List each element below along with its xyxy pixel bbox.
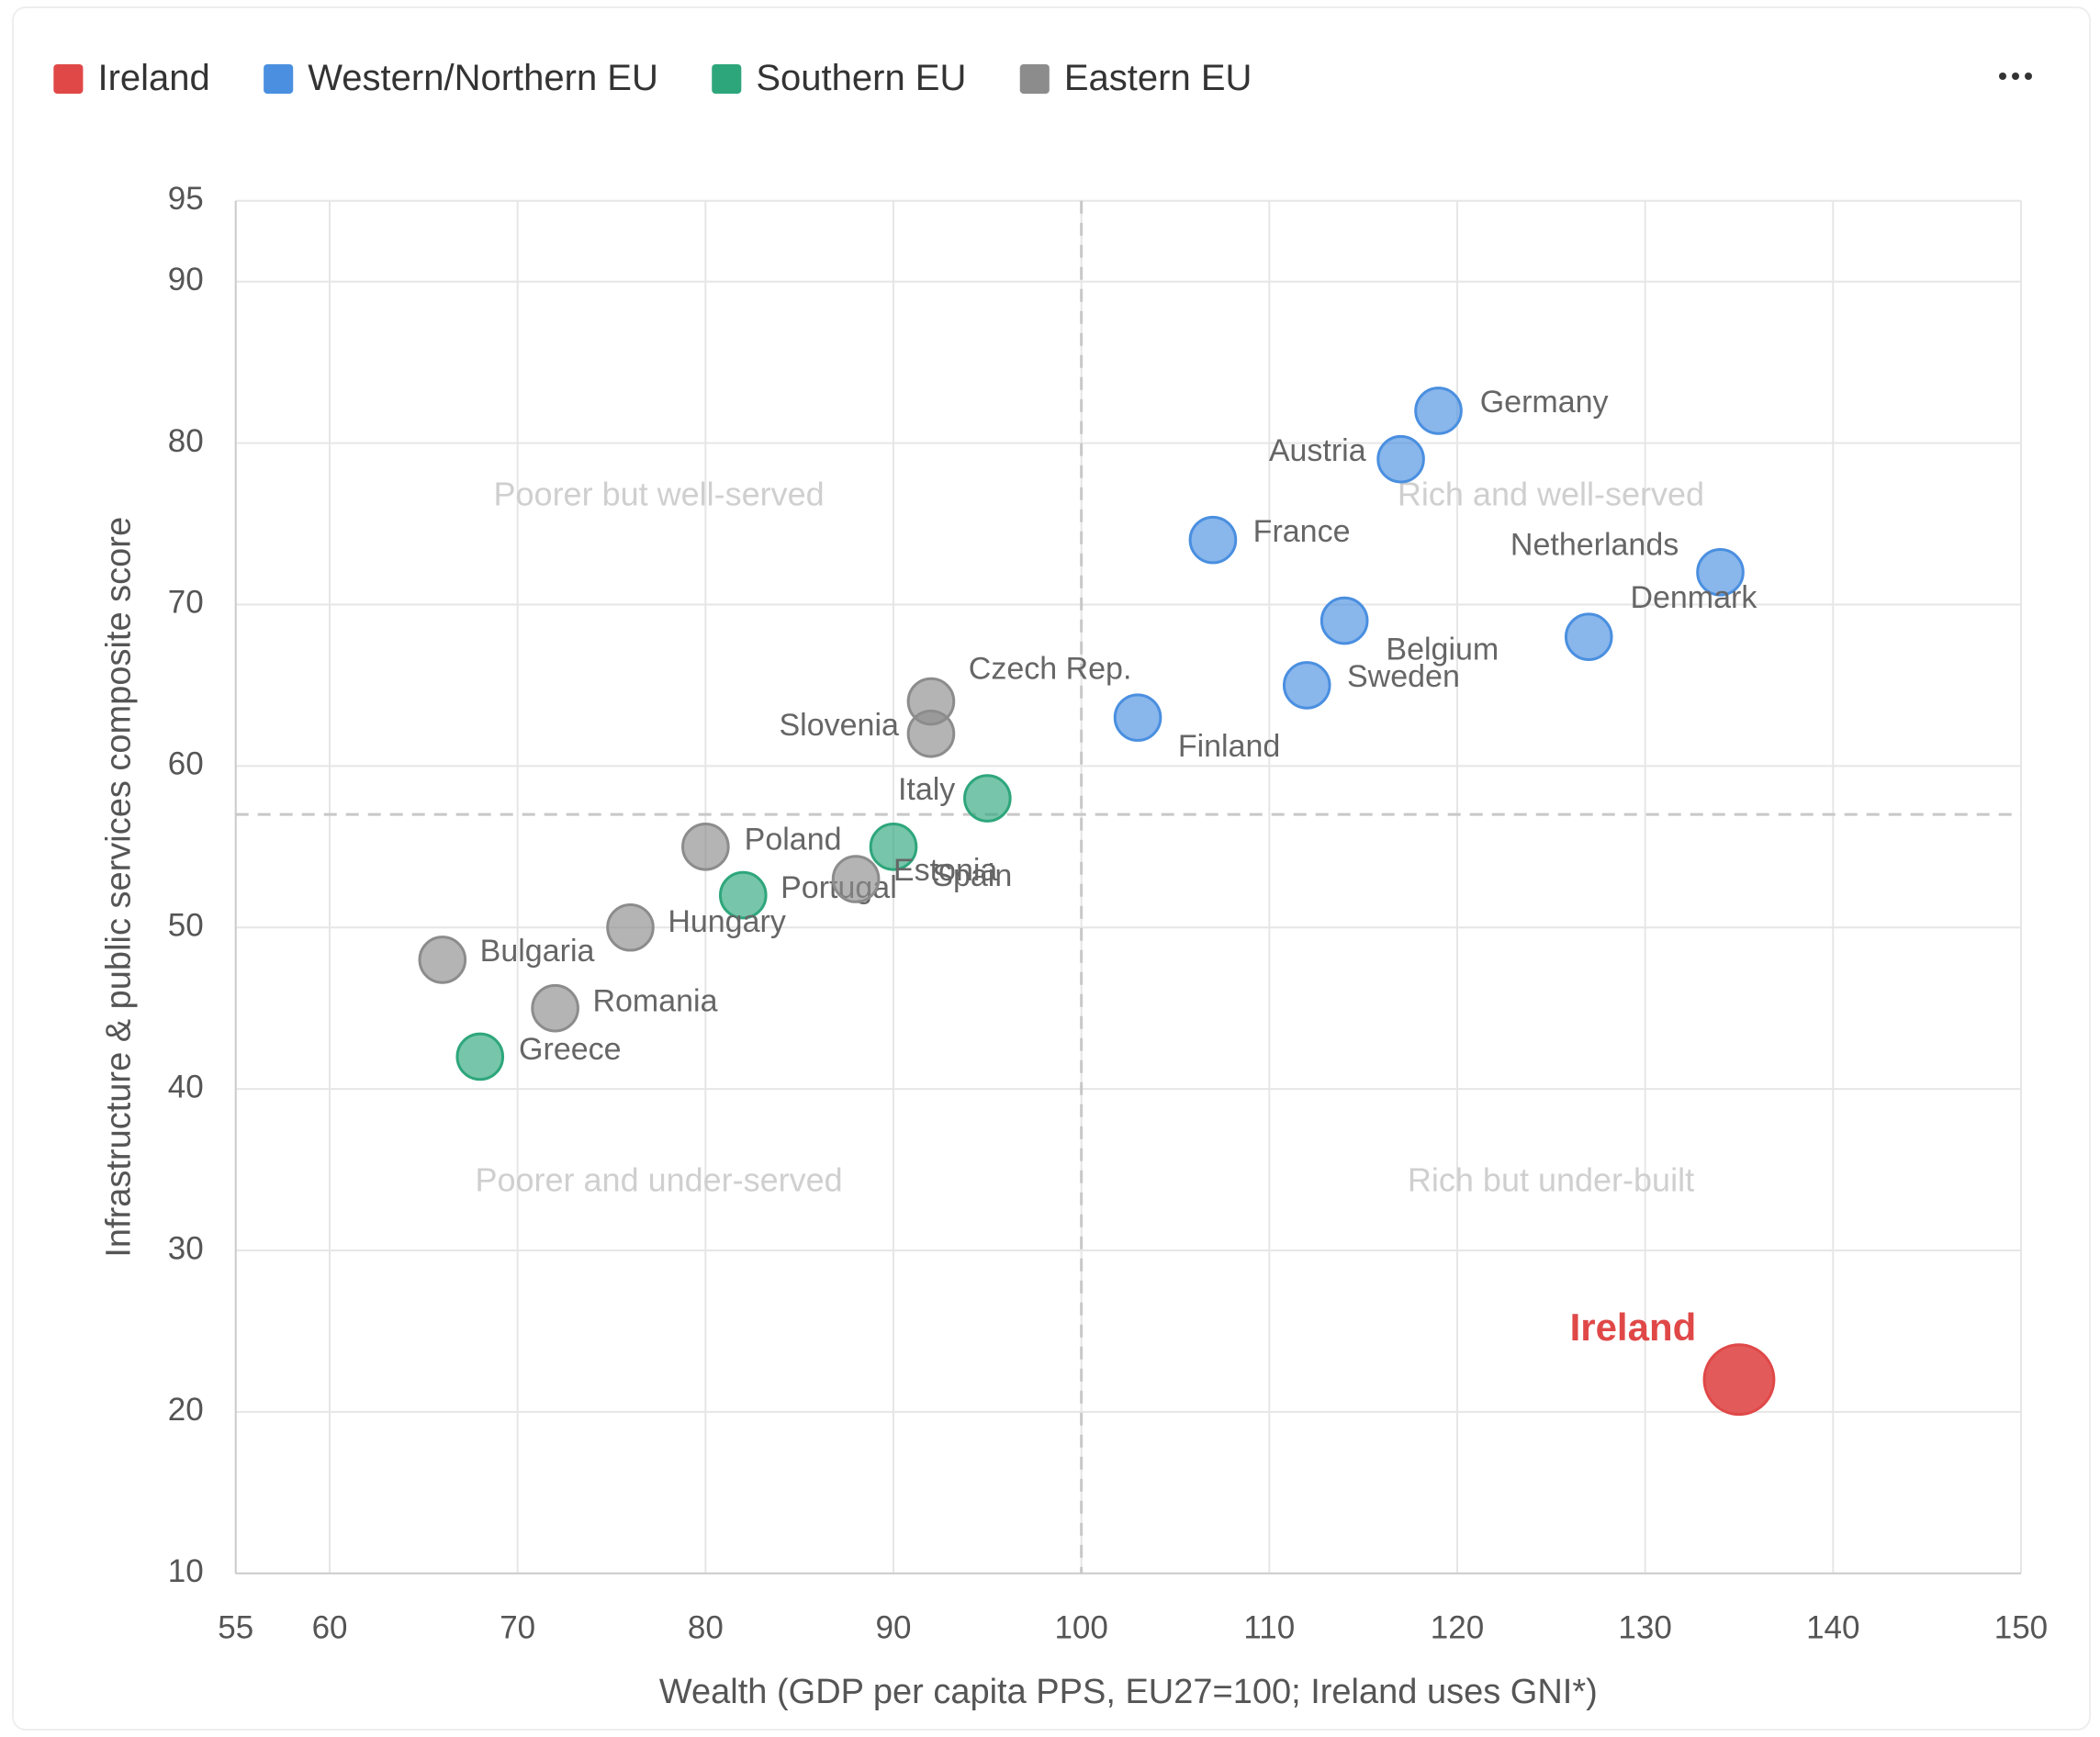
point-label: Ireland	[1570, 1306, 1697, 1349]
data-point	[606, 902, 655, 952]
legend-label: Eastern EU	[1064, 58, 1252, 98]
x-tick-label: 55	[218, 1609, 253, 1645]
menu-dot[interactable]	[2025, 73, 2032, 80]
point-label: Estonia	[893, 853, 997, 888]
point-label: Finland	[1178, 729, 1281, 764]
legend-label: Ireland	[97, 58, 209, 98]
card	[12, 6, 2091, 1731]
y-tick-label: 95	[168, 181, 204, 217]
y-tick-label: 50	[168, 908, 204, 944]
quadrant-label: Rich and well-served	[1398, 476, 1704, 513]
x-tick-label: 140	[1806, 1609, 1859, 1645]
x-tick-label: 60	[312, 1609, 348, 1645]
x-axis-title: Wealth (GDP per capita PPS, EU27=100; Ir…	[659, 1673, 1598, 1711]
data-point	[1188, 515, 1238, 565]
y-tick-label: 70	[168, 585, 204, 621]
data-point	[1414, 387, 1463, 435]
legend-swatch	[712, 64, 742, 95]
point-label: Slovenia	[780, 708, 900, 743]
data-point	[681, 823, 730, 871]
data-point	[1320, 596, 1369, 645]
x-tick-label: 70	[500, 1609, 535, 1645]
data-point	[1564, 612, 1613, 661]
data-point	[418, 936, 467, 984]
data-point	[831, 855, 881, 903]
x-tick-label: 90	[876, 1609, 912, 1645]
x-tick-label: 110	[1243, 1609, 1295, 1645]
point-label: Denmark	[1630, 580, 1757, 615]
y-tick-label: 60	[168, 746, 204, 782]
point-label: Italy	[898, 772, 955, 807]
quadrant-label: Poorer and under-served	[475, 1160, 842, 1198]
legend-swatch	[53, 64, 84, 95]
x-tick-label: 120	[1431, 1609, 1484, 1645]
point-label: Germany	[1480, 385, 1609, 420]
x-tick-label: 100	[1054, 1609, 1107, 1645]
legend-swatch	[264, 64, 294, 95]
legend-swatch	[1019, 64, 1050, 95]
point-label: Bulgaria	[480, 934, 595, 969]
y-tick-label: 20	[168, 1392, 204, 1428]
y-tick-label: 40	[168, 1069, 204, 1104]
x-tick-label: 130	[1618, 1609, 1671, 1645]
data-point	[869, 823, 918, 871]
data-point	[1696, 548, 1745, 597]
data-point	[1702, 1343, 1776, 1417]
point-label: Greece	[519, 1032, 622, 1067]
point-label: Austria	[1269, 433, 1366, 468]
point-label: Sweden	[1347, 659, 1460, 694]
data-point	[1376, 434, 1425, 484]
quadrant-label: Poorer but well-served	[494, 476, 825, 513]
y-tick-label: 10	[168, 1553, 204, 1589]
point-label: Romania	[592, 983, 717, 1018]
data-point	[455, 1032, 505, 1081]
y-axis-title: Infrastructure & public services composi…	[99, 517, 138, 1258]
menu-dot[interactable]	[2012, 73, 2019, 80]
data-point	[531, 983, 579, 1033]
point-label: Netherlands	[1510, 528, 1679, 563]
menu-button[interactable]	[1999, 73, 2032, 80]
x-tick-label: 150	[1994, 1609, 2048, 1645]
y-tick-label: 90	[168, 262, 204, 297]
data-point	[718, 870, 768, 920]
data-point	[1113, 693, 1162, 742]
menu-dot[interactable]	[1999, 73, 2006, 80]
x-tick-label: 80	[688, 1609, 724, 1645]
point-label: Poland	[745, 822, 842, 857]
data-point	[906, 709, 956, 758]
point-label: Belgium	[1386, 633, 1499, 667]
y-tick-label: 80	[168, 423, 204, 459]
legend-label: Western/Northern EU	[308, 58, 658, 98]
quadrant-label: Rich but under-built	[1408, 1160, 1694, 1198]
point-label: Hungary	[668, 904, 786, 939]
data-point	[1282, 661, 1331, 710]
point-label: Czech Rep.	[969, 651, 1132, 686]
point-label: France	[1253, 514, 1351, 549]
y-tick-label: 30	[168, 1230, 204, 1266]
legend-label: Southern EU	[756, 58, 966, 98]
point-label: Spain	[932, 858, 1012, 893]
data-point	[963, 774, 1012, 823]
